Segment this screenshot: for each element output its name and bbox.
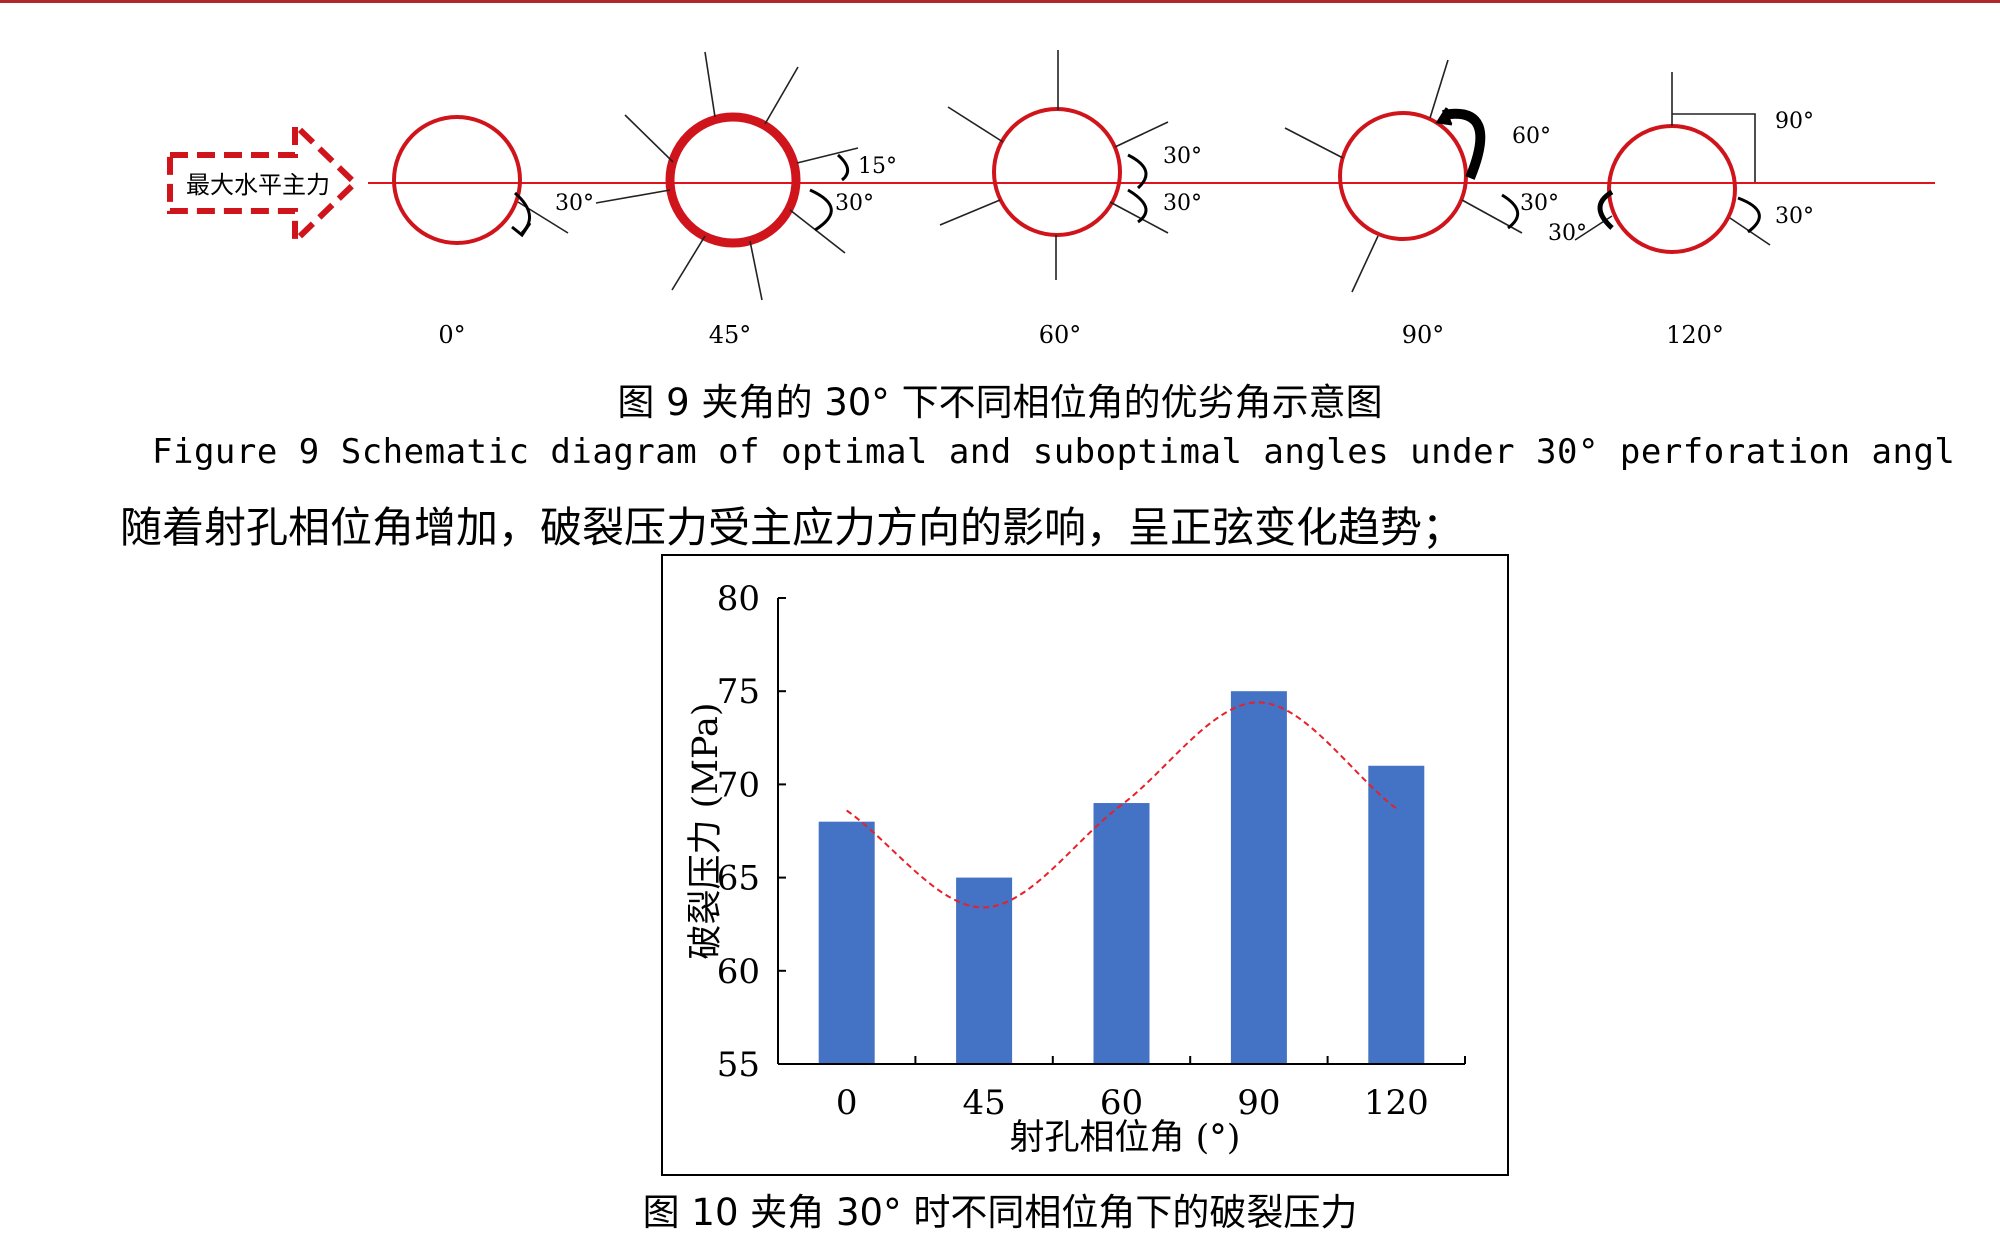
x-tick-label-60: 60 (1100, 1083, 1143, 1123)
phase-60-label: 60° (1039, 321, 1082, 349)
phase-45-annotation-1: 15° (858, 154, 897, 179)
phase-90-label: 90° (1402, 321, 1445, 349)
y-tick-label-55: 55 (717, 1045, 760, 1085)
phase-90-diagram: 60° 30° 30° 90° (1284, 59, 1587, 349)
body-paragraph: 随着射孔相位角增加，破裂压力受主应力方向的影响，呈正弦变化趋势； (120, 503, 1465, 552)
y-tick-label-65: 65 (717, 859, 760, 899)
bar-90 (1230, 691, 1287, 1064)
figure9-caption-en: Figure 9 Schematic diagram of optimal an… (152, 432, 1956, 472)
figure9-schematic: 最大水平主力 30° 0° 15° 30° 45° (167, 50, 1935, 349)
max-horizontal-stress-arrow: 最大水平主力 (167, 117, 360, 249)
y-tick-label-75: 75 (717, 672, 760, 712)
sine-trend-line (846, 701, 1397, 909)
phase-45-annotation-2: 30° (835, 191, 874, 216)
bar-0 (818, 821, 875, 1064)
y-tick-label-80: 80 (717, 579, 760, 619)
phase-0-label: 0° (438, 321, 465, 349)
phase-120-annotation-1: 90° (1775, 109, 1814, 134)
x-tick-label-45: 45 (962, 1083, 1005, 1123)
y-axis-title: 破裂压力 (MPa) (686, 702, 726, 959)
x-tick-label-120: 120 (1364, 1083, 1429, 1123)
phase-90-annotation-1: 60° (1512, 124, 1551, 149)
x-axis-title: 射孔相位角 (°) (1010, 1118, 1241, 1158)
figure10-chart: 55 60 65 70 75 80 0 45 60 90 120 射孔相位角 (°) 破裂压力 (… (661, 554, 1509, 1176)
figure9-caption-cn: 图 9 夹角的 30° 下不同相位角的优劣角示意图 (617, 381, 1383, 424)
phase-120-diagram: 90° 30° 120° (1574, 72, 1814, 349)
phase-60-annotation-2: 30° (1163, 191, 1202, 216)
bar-120 (1368, 765, 1425, 1064)
arrow-label: 最大水平主力 (186, 171, 330, 199)
phase-60-annotation-1: 30° (1163, 144, 1202, 169)
phase-90-annotation-3: 30° (1548, 221, 1587, 246)
phase-60-diagram: 30° 30° 60° (939, 50, 1202, 349)
x-tick-label-90: 90 (1237, 1083, 1280, 1123)
bar-45 (956, 877, 1013, 1064)
phase-90-annotation-2: 30° (1520, 191, 1559, 216)
phase-45-label: 45° (709, 321, 752, 349)
phase-120-label: 120° (1666, 321, 1724, 349)
y-tick-label-60: 60 (717, 952, 760, 992)
phase-120-annotation-2: 30° (1775, 204, 1814, 229)
phase-0-diagram: 30° 0° (392, 115, 594, 349)
phase-0-annotation-1: 30° (555, 191, 594, 216)
bar-60 (1093, 803, 1150, 1064)
figure10-caption-cn: 图 10 夹角 30° 时不同相位角下的破裂压力 (642, 1191, 1358, 1234)
header-rule (0, 0, 2000, 3)
phase-45-diagram: 15° 30° 45° (595, 51, 897, 349)
chart-frame (661, 554, 1509, 1176)
y-tick-label-70: 70 (717, 765, 760, 805)
x-tick-label-0: 0 (836, 1083, 858, 1123)
